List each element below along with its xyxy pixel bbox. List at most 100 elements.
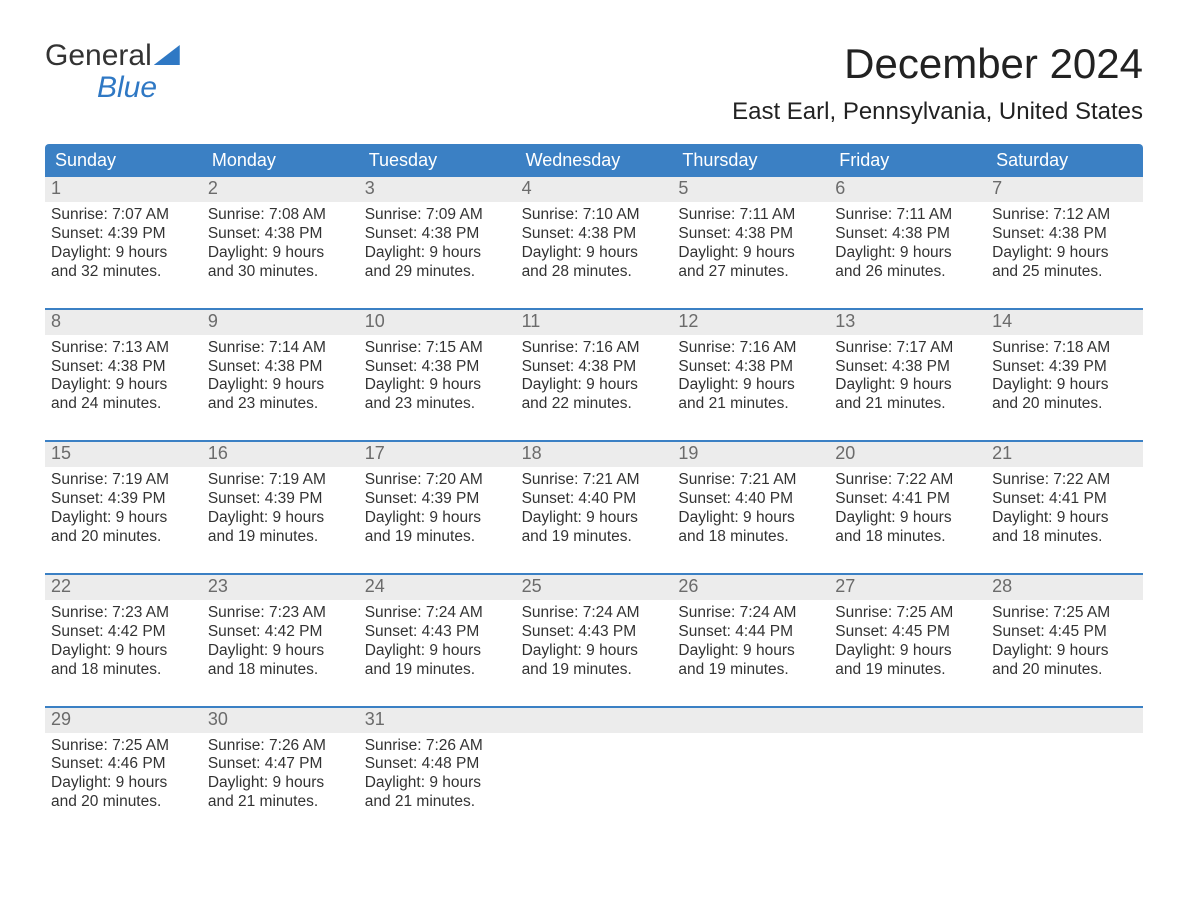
day-number: 13 (829, 310, 986, 335)
sunset-line: Sunset: 4:38 PM (992, 225, 1137, 244)
day-number: 21 (986, 442, 1143, 467)
day-number: 27 (829, 575, 986, 600)
sunrise-line: Sunrise: 7:13 AM (51, 339, 196, 358)
sunset-line: Sunset: 4:38 PM (208, 358, 353, 377)
day-number: 4 (516, 177, 673, 202)
daylight-line-2: and 18 minutes. (835, 528, 980, 547)
day-data: Sunrise: 7:20 AMSunset: 4:39 PMDaylight:… (359, 467, 516, 553)
daylight-line-1: Daylight: 9 hours (365, 642, 510, 661)
sunset-line: Sunset: 4:39 PM (992, 358, 1137, 377)
day-number: 30 (202, 708, 359, 733)
daylight-line-2: and 21 minutes. (365, 793, 510, 812)
day-cell: 18Sunrise: 7:21 AMSunset: 4:40 PMDayligh… (516, 442, 673, 553)
weekday-header: Sunday (45, 144, 202, 177)
daylight-line-1: Daylight: 9 hours (365, 774, 510, 793)
day-data: Sunrise: 7:23 AMSunset: 4:42 PMDaylight:… (45, 600, 202, 686)
sunrise-line: Sunrise: 7:19 AM (208, 471, 353, 490)
day-cell: 23Sunrise: 7:23 AMSunset: 4:42 PMDayligh… (202, 575, 359, 686)
day-data: Sunrise: 7:24 AMSunset: 4:44 PMDaylight:… (672, 600, 829, 686)
day-data: Sunrise: 7:15 AMSunset: 4:38 PMDaylight:… (359, 335, 516, 421)
day-number: 25 (516, 575, 673, 600)
day-cell: 22Sunrise: 7:23 AMSunset: 4:42 PMDayligh… (45, 575, 202, 686)
day-number: 14 (986, 310, 1143, 335)
daylight-line-2: and 25 minutes. (992, 263, 1137, 282)
sunrise-line: Sunrise: 7:16 AM (678, 339, 823, 358)
day-number: 2 (202, 177, 359, 202)
sunrise-line: Sunrise: 7:24 AM (365, 604, 510, 623)
day-number (986, 708, 1143, 733)
daylight-line-2: and 21 minutes. (678, 395, 823, 414)
day-data: Sunrise: 7:21 AMSunset: 4:40 PMDaylight:… (516, 467, 673, 553)
day-cell: 12Sunrise: 7:16 AMSunset: 4:38 PMDayligh… (672, 310, 829, 421)
day-data: Sunrise: 7:12 AMSunset: 4:38 PMDaylight:… (986, 202, 1143, 288)
sunset-line: Sunset: 4:39 PM (51, 225, 196, 244)
daylight-line-1: Daylight: 9 hours (835, 376, 980, 395)
day-data: Sunrise: 7:21 AMSunset: 4:40 PMDaylight:… (672, 467, 829, 553)
sunset-line: Sunset: 4:42 PM (51, 623, 196, 642)
day-number: 20 (829, 442, 986, 467)
sunset-line: Sunset: 4:38 PM (51, 358, 196, 377)
daylight-line-2: and 20 minutes. (51, 793, 196, 812)
daylight-line-2: and 18 minutes. (208, 661, 353, 680)
logo-word-1: General (45, 40, 152, 72)
daylight-line-1: Daylight: 9 hours (365, 244, 510, 263)
day-data: Sunrise: 7:07 AMSunset: 4:39 PMDaylight:… (45, 202, 202, 288)
sunrise-line: Sunrise: 7:12 AM (992, 206, 1137, 225)
day-number: 5 (672, 177, 829, 202)
sunset-line: Sunset: 4:38 PM (835, 358, 980, 377)
day-number: 11 (516, 310, 673, 335)
day-cell: 27Sunrise: 7:25 AMSunset: 4:45 PMDayligh… (829, 575, 986, 686)
daylight-line-1: Daylight: 9 hours (835, 509, 980, 528)
sunset-line: Sunset: 4:38 PM (365, 358, 510, 377)
weekday-header: Saturday (986, 144, 1143, 177)
day-number: 29 (45, 708, 202, 733)
calendar: SundayMondayTuesdayWednesdayThursdayFrid… (45, 144, 1143, 818)
day-data: Sunrise: 7:26 AMSunset: 4:48 PMDaylight:… (359, 733, 516, 819)
weekday-header: Tuesday (359, 144, 516, 177)
sunrise-line: Sunrise: 7:15 AM (365, 339, 510, 358)
daylight-line-1: Daylight: 9 hours (522, 642, 667, 661)
day-number: 3 (359, 177, 516, 202)
day-cell: 19Sunrise: 7:21 AMSunset: 4:40 PMDayligh… (672, 442, 829, 553)
sunset-line: Sunset: 4:39 PM (208, 490, 353, 509)
daylight-line-1: Daylight: 9 hours (678, 642, 823, 661)
sunset-line: Sunset: 4:38 PM (208, 225, 353, 244)
day-number: 9 (202, 310, 359, 335)
sunset-line: Sunset: 4:44 PM (678, 623, 823, 642)
day-data (986, 733, 1143, 807)
daylight-line-2: and 20 minutes. (992, 395, 1137, 414)
daylight-line-2: and 27 minutes. (678, 263, 823, 282)
day-number: 7 (986, 177, 1143, 202)
sunset-line: Sunset: 4:45 PM (835, 623, 980, 642)
day-data: Sunrise: 7:16 AMSunset: 4:38 PMDaylight:… (672, 335, 829, 421)
day-data: Sunrise: 7:10 AMSunset: 4:38 PMDaylight:… (516, 202, 673, 288)
weekday-header: Wednesday (516, 144, 673, 177)
daylight-line-1: Daylight: 9 hours (51, 376, 196, 395)
sunrise-line: Sunrise: 7:10 AM (522, 206, 667, 225)
weekday-header: Thursday (672, 144, 829, 177)
daylight-line-1: Daylight: 9 hours (522, 244, 667, 263)
day-number: 15 (45, 442, 202, 467)
day-data (829, 733, 986, 807)
sunset-line: Sunset: 4:39 PM (51, 490, 196, 509)
day-number: 28 (986, 575, 1143, 600)
daylight-line-1: Daylight: 9 hours (208, 642, 353, 661)
day-cell: 30Sunrise: 7:26 AMSunset: 4:47 PMDayligh… (202, 708, 359, 819)
daylight-line-1: Daylight: 9 hours (208, 244, 353, 263)
logo: General Blue (45, 40, 180, 103)
day-number (516, 708, 673, 733)
day-data: Sunrise: 7:26 AMSunset: 4:47 PMDaylight:… (202, 733, 359, 819)
day-number: 6 (829, 177, 986, 202)
day-data: Sunrise: 7:22 AMSunset: 4:41 PMDaylight:… (829, 467, 986, 553)
sunset-line: Sunset: 4:38 PM (678, 358, 823, 377)
sunset-line: Sunset: 4:38 PM (522, 225, 667, 244)
day-data: Sunrise: 7:18 AMSunset: 4:39 PMDaylight:… (986, 335, 1143, 421)
day-cell: 29Sunrise: 7:25 AMSunset: 4:46 PMDayligh… (45, 708, 202, 819)
day-number: 10 (359, 310, 516, 335)
day-cell: 20Sunrise: 7:22 AMSunset: 4:41 PMDayligh… (829, 442, 986, 553)
day-cell: 1Sunrise: 7:07 AMSunset: 4:39 PMDaylight… (45, 177, 202, 288)
day-number: 24 (359, 575, 516, 600)
daylight-line-2: and 19 minutes. (678, 661, 823, 680)
week-row: 8Sunrise: 7:13 AMSunset: 4:38 PMDaylight… (45, 308, 1143, 421)
sunrise-line: Sunrise: 7:11 AM (835, 206, 980, 225)
